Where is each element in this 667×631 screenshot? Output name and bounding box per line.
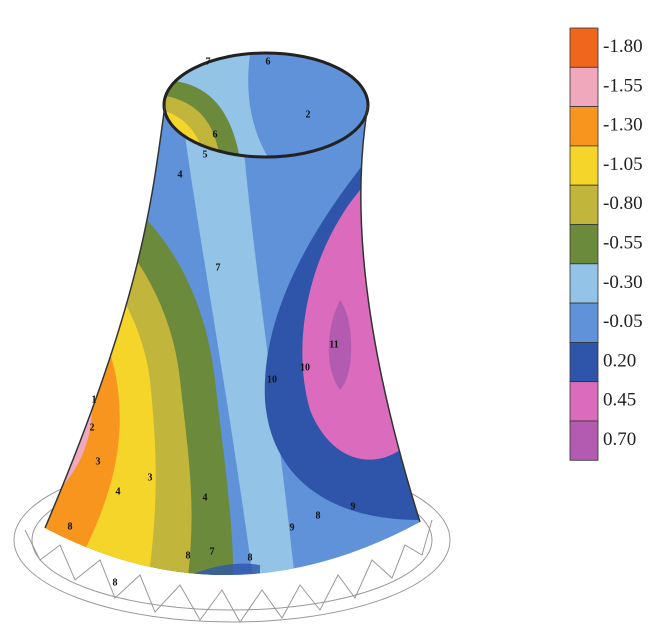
- colorbar-label: 0.70: [603, 429, 636, 450]
- contour-label: 8: [113, 577, 118, 588]
- contour-label: 7: [206, 56, 211, 67]
- contour-label: 4: [178, 169, 183, 180]
- contour-label: 6: [266, 56, 271, 67]
- colorbar-swatch: [570, 342, 598, 381]
- colorbar-swatch: [570, 185, 598, 224]
- figure: 766542712343411101098988878 -1.80-1.55-1…: [0, 0, 667, 631]
- colorbar-swatch: [570, 107, 598, 146]
- colorbar-swatch: [570, 303, 598, 342]
- colorbar-swatch: [570, 67, 598, 106]
- colorbar-label: -1.55: [603, 75, 643, 96]
- contour-label: 10: [267, 374, 277, 385]
- colorbar-swatch: [570, 225, 598, 264]
- contour-label: 3: [148, 472, 153, 483]
- colorbar-label: -0.05: [603, 311, 643, 332]
- contour-label: 1: [92, 394, 97, 405]
- contour-label: 9: [351, 501, 356, 512]
- colorbar-swatch: [570, 28, 598, 67]
- contour-label: 8: [68, 521, 73, 532]
- contour-label: 2: [90, 422, 95, 433]
- colorbar-label: -0.30: [603, 272, 643, 293]
- contour-label: 3: [96, 456, 101, 467]
- colorbar: -1.80 -1.55 -1.30 -1.05 -0.80 -0.55 -0.30 -0.05…: [570, 28, 643, 460]
- contour-label: 6: [213, 129, 218, 140]
- contour-label: 9: [290, 522, 295, 533]
- colorbar-label: -1.80: [603, 36, 643, 57]
- contour-label: 7: [210, 546, 215, 557]
- contour-label: 5: [203, 149, 208, 160]
- contour-label: 8: [316, 510, 321, 521]
- colorbar-swatch: [570, 264, 598, 303]
- contour-label: 4: [203, 492, 208, 503]
- colorbar-label: -1.30: [603, 115, 643, 136]
- contour-label: 8: [248, 552, 253, 563]
- contour-label: 8: [186, 550, 191, 561]
- contour-label: 4: [116, 486, 121, 497]
- colorbar-label: 0.45: [603, 390, 636, 411]
- colorbar-label: -0.80: [603, 193, 643, 214]
- colorbar-swatch: [570, 382, 598, 421]
- contour-label: 2: [306, 109, 311, 120]
- colorbar-label: 0.20: [603, 350, 636, 371]
- contour-label: 7: [216, 262, 221, 273]
- contour-label: 11: [329, 339, 338, 350]
- colorbar-label: -0.55: [603, 233, 643, 254]
- colorbar-swatch: [570, 421, 598, 460]
- contour-label: 10: [300, 362, 310, 373]
- colorbar-swatch: [570, 146, 598, 185]
- colorbar-label: -1.05: [603, 154, 643, 175]
